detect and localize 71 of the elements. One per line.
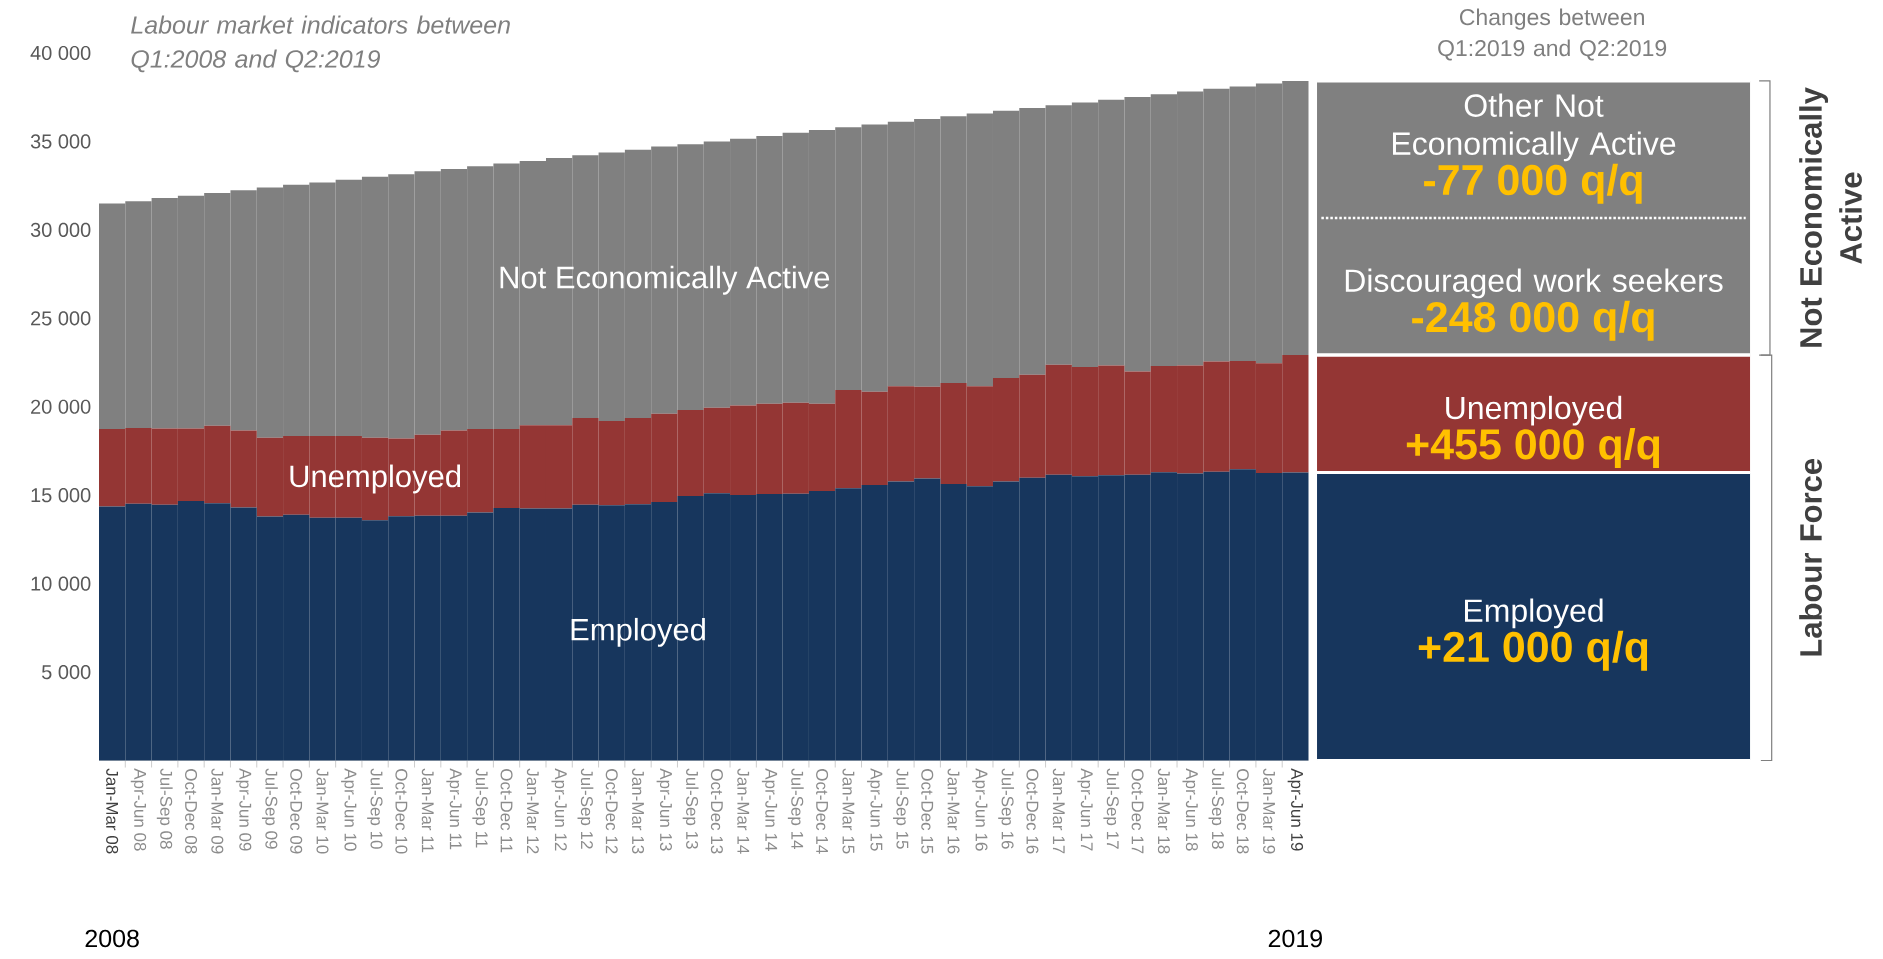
- x-tick-label: Apr-Jun 17: [1077, 768, 1093, 851]
- x-tick-label: Apr-Jun 12: [551, 768, 567, 851]
- x-tick-label: Jan-Mar 14: [737, 768, 750, 854]
- y-tick-label: 35 000: [30, 134, 91, 149]
- x-tick-label: Apr-Jun 14: [761, 768, 778, 851]
- x-tick-label: Oct-Dec 10: [395, 769, 408, 854]
- chart-title: Labour market indicators between Q1:2008 and Q2:2019: [131, 15, 510, 73]
- text: 2008: [85, 929, 139, 948]
- x-tick-label: Oct-Dec 11: [500, 769, 513, 853]
- x-tick-label: Jul-Sep 16: [998, 768, 1015, 849]
- x-tick-label: Jul-Sep 13: [682, 768, 699, 849]
- x-tick-label: Jan-Mar 17: [1052, 768, 1065, 854]
- x-tick-label: Oct-Dec 08: [185, 769, 198, 854]
- x-tick-label: Oct-Dec 18: [1236, 769, 1249, 854]
- y-tick-label: 5 000: [41, 664, 91, 680]
- text: 2019: [1268, 929, 1322, 948]
- x-tick-label: Apr-Jun 13: [656, 768, 673, 851]
- x-tick-label: Apr-Jun 10: [341, 768, 357, 851]
- x-tick-label: Jul-Sep 10: [367, 768, 383, 849]
- series-label: Employed: [571, 617, 705, 647]
- x-tick-label: Jul-Sep 14: [787, 768, 804, 850]
- text: Changes between Q1:2019 and Q2:2019: [1438, 8, 1667, 61]
- x-tick-label: Jan-Mar 19: [1263, 768, 1276, 854]
- x-tick-label: Apr-Jun 15: [867, 768, 883, 851]
- text: +21 000 q/q: [1418, 630, 1648, 671]
- x-tick-label: Apr-Jun 11: [446, 768, 462, 850]
- x-tick-label: Jan-Mar 16: [947, 768, 960, 854]
- x-tick-label: Jul-Sep 18: [1208, 768, 1225, 849]
- x-tick-label: Oct-Dec 09: [290, 769, 303, 854]
- x-tick-label: Oct-Dec 15: [921, 769, 934, 854]
- text: Not Economically Active: [1799, 87, 1862, 347]
- category-label: Discouraged work seekers: [1345, 268, 1723, 299]
- series-label: Unemployed: [290, 464, 461, 494]
- x-tick-label: Oct-Dec 13: [710, 769, 723, 854]
- x-tick-label: Oct-Dec 16: [1026, 769, 1039, 854]
- x-tick-label: Jan-Mar 18: [1157, 768, 1170, 854]
- text: +455 000 q/q: [1406, 428, 1660, 469]
- y-tick-label: 10 000: [31, 576, 91, 591]
- x-tick-label: Apr-Jun 08: [130, 768, 147, 851]
- text: -77 000 q/q: [1424, 163, 1642, 204]
- text: -248 000 q/q: [1412, 300, 1654, 341]
- x-tick-label: Oct-Dec 14: [816, 769, 829, 854]
- x-tick-label: Apr-Jun 19: [1287, 768, 1304, 851]
- y-tick-label: 30 000: [30, 222, 91, 237]
- x-tick-label: Apr-Jun 18: [1182, 768, 1198, 851]
- x-tick-label: Jul-Sep 08: [156, 768, 173, 849]
- x-tick-label: Jan-Mar 08: [106, 768, 119, 854]
- category-label: Employed: [1465, 598, 1603, 629]
- y-tick-label: 40 000: [30, 45, 91, 61]
- x-tick-label: Jan-Mar 12: [526, 768, 539, 854]
- x-tick-label: Jan-Mar 11: [421, 768, 434, 853]
- text: Labour Force: [1799, 458, 1822, 656]
- x-tick-label: Oct-Dec 12: [605, 769, 618, 854]
- y-tick-label: 15 000: [31, 488, 91, 503]
- x-tick-label: Oct-Dec 17: [1131, 769, 1144, 854]
- x-tick-label: Jul-Sep 12: [577, 768, 594, 849]
- series-label: Not Economically Active: [500, 265, 830, 295]
- x-tick-label: Jul-Sep 11: [472, 768, 489, 848]
- x-tick-label: Jan-Mar 09: [211, 768, 224, 854]
- x-tick-label: Apr-Jun 16: [972, 768, 988, 851]
- y-tick-label: 20 000: [31, 399, 91, 414]
- x-tick-label: Jan-Mar 13: [632, 768, 645, 854]
- x-tick-label: Jan-Mar 15: [842, 768, 855, 854]
- category-label: Other Not Economically Active: [1393, 93, 1676, 162]
- x-tick-label: Jul-Sep 09: [261, 768, 278, 849]
- x-tick-label: Jan-Mar 10: [316, 768, 329, 854]
- x-tick-label: Apr-Jun 09: [235, 768, 252, 851]
- category-label: Unemployed: [1446, 395, 1622, 426]
- x-tick-label: Jul-Sep 15: [893, 768, 909, 849]
- y-tick-label: 25 000: [31, 311, 91, 326]
- x-tick-label: Jul-Sep 17: [1103, 768, 1120, 849]
